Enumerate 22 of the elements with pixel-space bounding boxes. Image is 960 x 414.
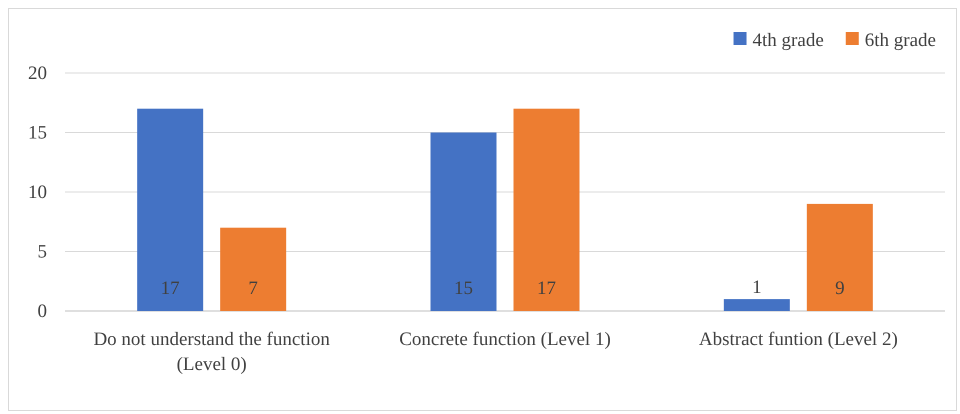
data-label: 1: [752, 277, 762, 298]
data-label: 17: [537, 278, 556, 299]
x-tick-label: Concrete function (Level 1): [399, 329, 611, 350]
legend-label: 4th grade: [752, 30, 824, 51]
bar: [514, 108, 580, 311]
y-tick-label: 5: [38, 242, 47, 263]
y-tick-label: 0: [38, 301, 47, 322]
legend-label: 6th grade: [864, 30, 936, 51]
bar: [724, 299, 790, 311]
y-tick-label: 15: [28, 122, 47, 144]
bar: [430, 132, 496, 311]
x-tick-label: Do not understand the function (Level 0): [93, 329, 330, 375]
data-label: 15: [454, 278, 473, 299]
bar: [806, 204, 873, 311]
y-tick-label: 20: [28, 63, 47, 84]
data-label: 17: [160, 278, 180, 299]
x-tick-label: Abstract funtion (Level 2): [698, 329, 898, 350]
y-tick-label: 10: [28, 182, 47, 204]
bar: [137, 108, 204, 311]
data-label: 7: [248, 278, 258, 299]
data-label: 9: [835, 278, 845, 299]
bar: [220, 228, 286, 311]
